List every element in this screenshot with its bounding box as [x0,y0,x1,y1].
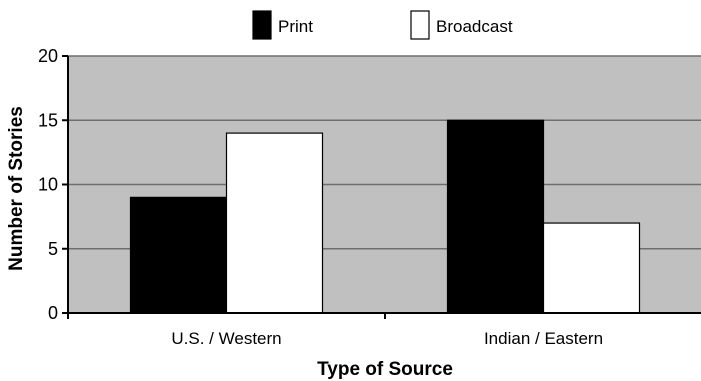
bar-broadcast-0 [225,132,324,314]
x-category-label: U.S. / Western [171,329,281,348]
legend-label-broadcast: Broadcast [436,17,513,36]
legend: Print Broadcast [252,10,513,40]
x-category-label: Indian / Eastern [484,329,603,348]
legend-swatch-broadcast [410,10,430,40]
y-tick-label: 0 [48,303,58,323]
y-tick-label: 5 [48,239,58,259]
y-tick-label: 15 [38,110,58,130]
legend-swatch-print [252,10,272,40]
y-tick-label: 20 [38,46,58,66]
bar-print-1 [446,119,545,314]
y-tick-labels: 0 5 10 15 20 [38,46,58,323]
y-tick-label: 10 [38,175,58,195]
bar-broadcast-1 [542,222,641,314]
legend-label-print: Print [278,17,313,36]
y-axis-label: Number of Stories [6,106,27,271]
bar-print-0 [129,196,228,314]
x-category-labels: U.S. / Western Indian / Eastern [171,329,603,348]
x-axis-label: Type of Source [317,359,453,380]
bars [129,119,641,314]
axes [62,55,701,319]
